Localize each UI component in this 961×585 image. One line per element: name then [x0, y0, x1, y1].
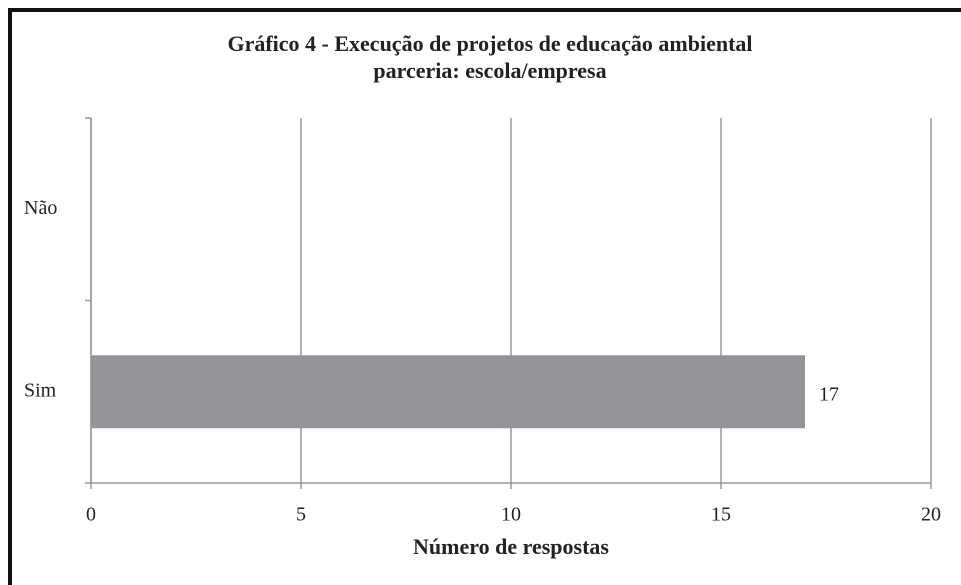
data-label: 17	[819, 383, 839, 405]
x-tick-label: 5	[296, 504, 306, 526]
x-tick-label: 15	[711, 504, 731, 526]
x-tick-label: 10	[501, 504, 521, 526]
y-tick-label: Não	[24, 197, 57, 219]
chart-title: parceria: escola/empresa	[373, 58, 606, 83]
x-tick-label: 20	[921, 504, 941, 526]
y-tick-label: Sim	[24, 379, 57, 401]
chart-title: Gráfico 4 - Execução de projetos de educ…	[227, 31, 752, 56]
x-axis-title: Número de respostas	[413, 534, 609, 559]
x-tick-label: 0	[86, 504, 96, 526]
bar	[91, 355, 805, 429]
frame	[8, 8, 961, 585]
